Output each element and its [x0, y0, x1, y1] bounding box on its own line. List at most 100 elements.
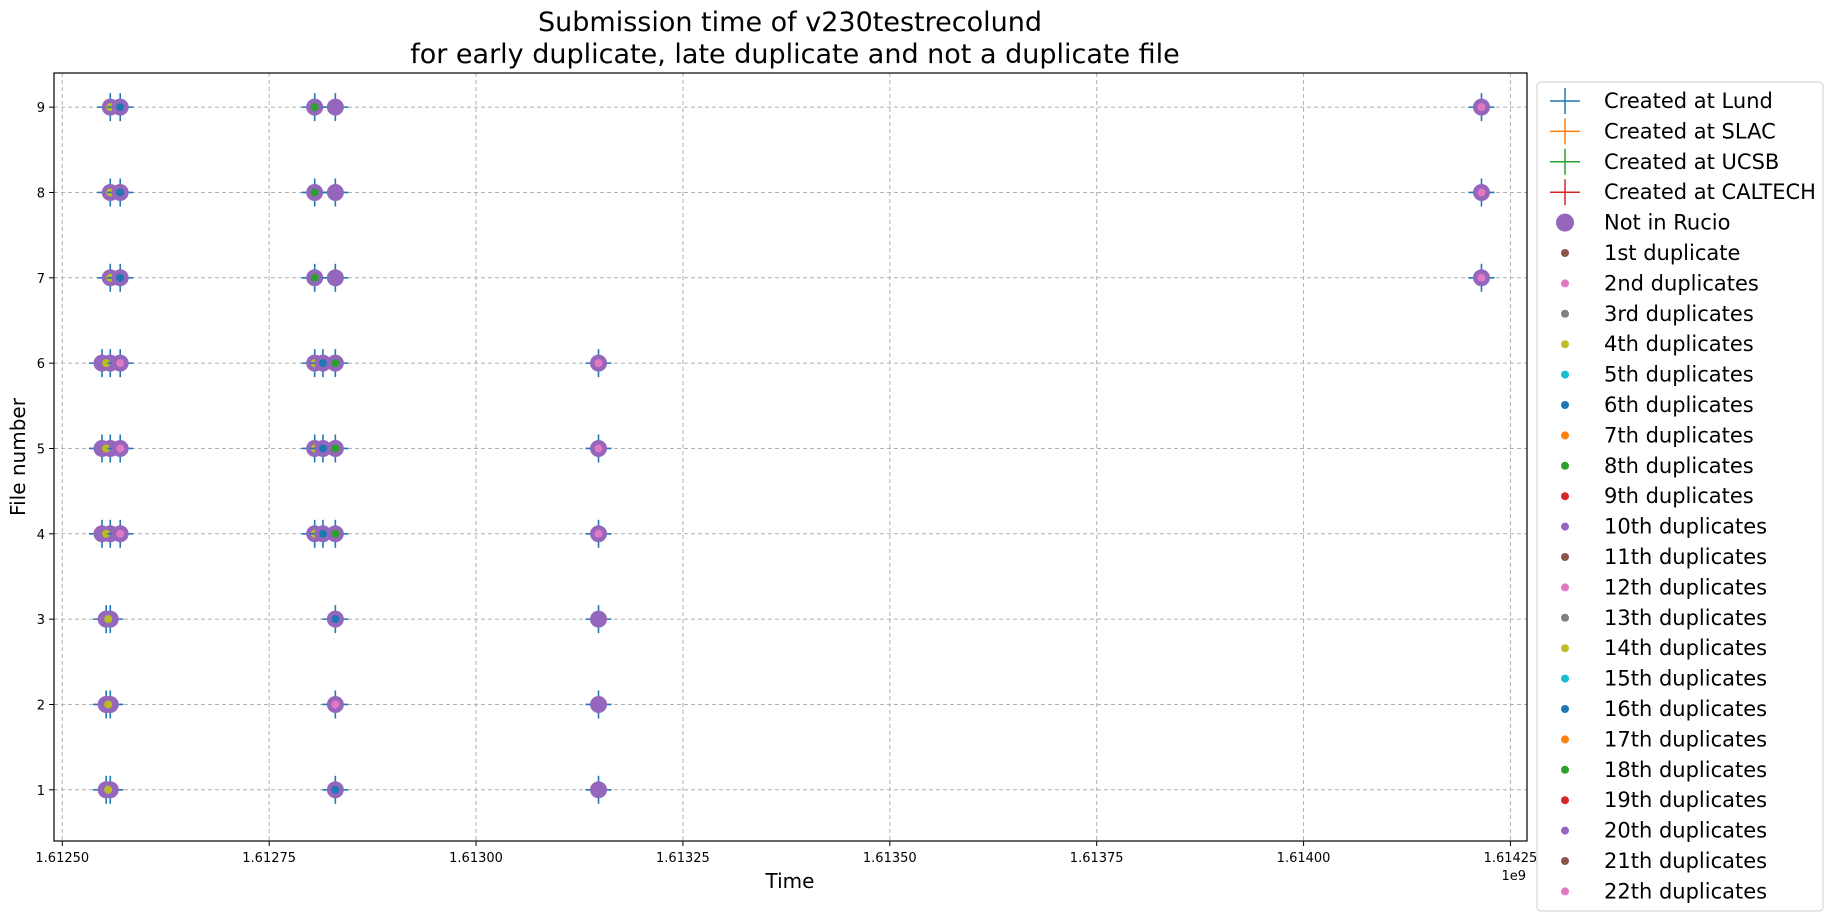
legend-label: 2nd duplicates [1604, 271, 1759, 295]
legend-label: 8th duplicates [1604, 454, 1754, 478]
legend-entry: 12th duplicates [1561, 575, 1767, 599]
legend-dot-marker [1561, 431, 1569, 440]
file-submission-point [93, 690, 124, 719]
duplicate-marker [310, 103, 319, 112]
file-submission-point [322, 605, 349, 634]
x-tick-label: 1.61425 [1484, 851, 1538, 866]
legend-entry: 22th duplicates [1561, 879, 1767, 903]
legend-entry: 13th duplicates [1561, 606, 1767, 630]
legend-entry: 8th duplicates [1561, 454, 1754, 478]
duplicate-marker [1477, 188, 1486, 197]
file-submission-point [585, 775, 612, 804]
legend-label: 22th duplicates [1604, 879, 1767, 903]
legend-label: 12th duplicates [1604, 575, 1767, 599]
legend-dot-marker [1561, 309, 1569, 318]
x-tick-label: 1.61275 [242, 851, 296, 866]
file-submission-point [322, 690, 349, 719]
legend-entry: 15th duplicates [1561, 667, 1767, 691]
file-submission-point [107, 263, 134, 292]
file-submission-point [585, 349, 612, 378]
legend-label: 6th duplicates [1604, 393, 1754, 417]
y-axis-label: File number [6, 397, 30, 516]
y-tick-label: 7 [37, 272, 45, 287]
legend-dot-marker [1561, 887, 1569, 896]
legend-label: 17th duplicates [1604, 727, 1767, 751]
legend-entry: 17th duplicates [1561, 727, 1767, 751]
not-in-rucio-marker [590, 781, 608, 799]
duplicate-marker [104, 700, 113, 709]
legend-entry: 11th duplicates [1561, 545, 1767, 569]
file-submission-point [107, 434, 134, 463]
legend-entry: 4th duplicates [1561, 332, 1754, 356]
legend-entry: Created at UCSB [1550, 148, 1779, 175]
legend-dot-marker [1561, 644, 1569, 653]
y-tick-label: 6 [37, 357, 45, 372]
duplicate-marker [594, 444, 603, 453]
legend-label: Created at UCSB [1604, 150, 1779, 174]
legend-label: 16th duplicates [1604, 697, 1767, 721]
legend-entry: 3rd duplicates [1561, 302, 1754, 326]
legend-label: Created at SLAC [1604, 119, 1776, 143]
duplicate-marker [310, 273, 319, 282]
file-submission-point [93, 775, 124, 804]
legend-dot-marker [1561, 735, 1569, 744]
legend-entry: Created at Lund [1550, 88, 1773, 114]
legend-dot-marker [1561, 826, 1569, 835]
legend-entry: 7th duplicates [1561, 423, 1754, 447]
file-submission-point [585, 519, 612, 548]
file-submission-point [93, 605, 124, 634]
duplicate-marker [594, 359, 603, 368]
file-submission-point [322, 434, 349, 463]
legend-entry: 20th duplicates [1561, 819, 1767, 843]
legend-entry: 19th duplicates [1561, 788, 1767, 812]
legend-entry: 16th duplicates [1561, 697, 1767, 721]
duplicate-marker [102, 529, 111, 538]
file-submission-point [322, 519, 349, 548]
not-in-rucio-marker [326, 98, 344, 116]
legend-dot-marker [1561, 583, 1569, 592]
chart-title-line-1: Submission time of v230testrecolund [538, 7, 1042, 38]
duplicate-marker [116, 359, 125, 368]
legend-dot-marker [1561, 492, 1569, 501]
file-submission-point [301, 93, 328, 122]
legend-label: 19th duplicates [1604, 788, 1767, 812]
duplicate-marker [331, 700, 340, 709]
y-tick-label: 2 [37, 698, 45, 713]
not-in-rucio-marker [326, 183, 344, 201]
duplicate-marker [104, 615, 113, 624]
legend-label: 9th duplicates [1604, 484, 1754, 508]
legend-entry: 6th duplicates [1561, 393, 1754, 417]
legend-dot-marker [1561, 340, 1569, 349]
y-tick-label: 8 [37, 186, 45, 201]
file-submission-point [322, 93, 349, 122]
legend-dot-marker [1561, 553, 1569, 561]
legend-label: 21th duplicates [1604, 849, 1767, 873]
legend-label: 5th duplicates [1604, 363, 1754, 387]
file-submission-point [107, 519, 134, 548]
not-in-rucio-marker [590, 610, 608, 628]
legend-dot-marker [1561, 279, 1569, 288]
legend-dot-marker [1561, 674, 1569, 683]
legend-label: 7th duplicates [1604, 423, 1754, 447]
x-tick-label: 1.61350 [863, 851, 917, 866]
y-tick-label: 5 [37, 442, 45, 457]
duplicate-marker [116, 103, 125, 112]
legend-entry: 14th duplicates [1561, 636, 1767, 660]
legend-entry: 2nd duplicates [1561, 271, 1759, 295]
legend-dot-marker [1561, 249, 1569, 257]
legend-dot-marker [1556, 213, 1574, 232]
duplicate-marker [331, 444, 340, 453]
legend-dot-marker [1561, 401, 1569, 409]
duplicate-marker [331, 615, 340, 624]
duplicate-marker [116, 529, 125, 538]
axis-ticks: 1.61250 1.61275 1.61300 1.61325 1.61350 1.613… [35, 101, 1537, 866]
legend-label: 18th duplicates [1604, 758, 1767, 782]
legend-entry: 10th duplicates [1561, 515, 1767, 539]
legend-entry: 9th duplicates [1561, 484, 1754, 508]
x-axis-label: Time [765, 869, 815, 893]
legend-entry: Not in Rucio [1556, 211, 1730, 235]
duplicate-marker [310, 188, 319, 197]
duplicate-marker [102, 359, 111, 368]
y-tick-label: 1 [37, 784, 45, 799]
